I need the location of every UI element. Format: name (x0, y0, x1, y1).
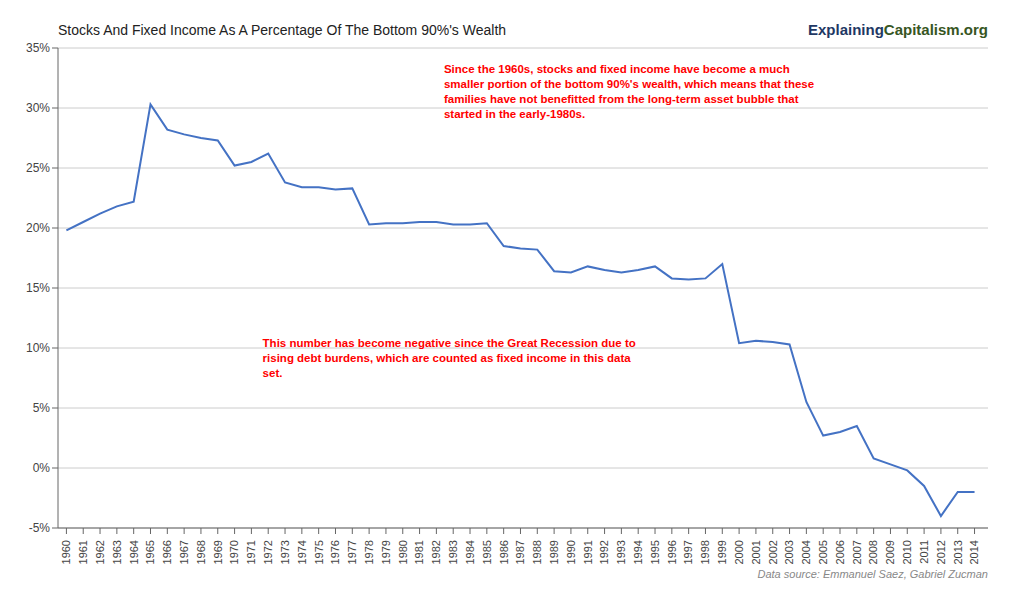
svg-text:2006: 2006 (834, 540, 846, 564)
svg-text:1986: 1986 (498, 540, 510, 564)
svg-text:1979: 1979 (380, 540, 392, 564)
svg-text:2005: 2005 (817, 540, 829, 564)
svg-text:1963: 1963 (111, 540, 123, 564)
svg-text:1992: 1992 (598, 540, 610, 564)
svg-text:25%: 25% (26, 161, 50, 175)
svg-text:1971: 1971 (245, 540, 257, 564)
svg-text:1987: 1987 (514, 540, 526, 564)
html-text:Explaining Capitalism.org: Explaining Capitalism.org (808, 21, 988, 38)
svg-text:15%: 15% (26, 281, 50, 295)
svg-text:1967: 1967 (178, 540, 190, 564)
svg-text:1970: 1970 (228, 540, 240, 564)
svg-text:1995: 1995 (649, 540, 661, 564)
svg-text:2003: 2003 (783, 540, 795, 564)
svg-text:20%: 20% (26, 221, 50, 235)
svg-text:1997: 1997 (683, 540, 695, 564)
svg-text:2001: 2001 (750, 540, 762, 564)
svg-text:2004: 2004 (800, 540, 812, 564)
svg-text:5%: 5% (33, 401, 51, 415)
svg-text:1990: 1990 (565, 540, 577, 564)
svg-text:2011: 2011 (918, 540, 930, 564)
svg-text:1968: 1968 (195, 540, 207, 564)
svg-text:10%: 10% (26, 341, 50, 355)
svg-text:1972: 1972 (262, 540, 274, 564)
html-text:Stocks And Fixed Income As A P: Stocks And Fixed Income As A Percentage … (58, 22, 507, 38)
svg-text:1984: 1984 (464, 540, 476, 564)
html-text:This number has become negativ: This number has become negative since th… (262, 337, 636, 379)
svg-text:1976: 1976 (329, 540, 341, 564)
svg-text:1962: 1962 (94, 540, 106, 564)
svg-text:1988: 1988 (531, 540, 543, 564)
svg-text:1982: 1982 (430, 540, 442, 564)
svg-text:1985: 1985 (481, 540, 493, 564)
html-text:Since the 1960s, stocks and fi: Since the 1960s, stocks and fixed income… (443, 63, 815, 121)
svg-text:1969: 1969 (212, 540, 224, 564)
svg-text:1980: 1980 (397, 540, 409, 564)
svg-text:1960: 1960 (60, 540, 72, 564)
svg-text:1991: 1991 (582, 540, 594, 564)
svg-text:1965: 1965 (144, 540, 156, 564)
svg-text:1983: 1983 (447, 540, 459, 564)
svg-text:2010: 2010 (901, 540, 913, 564)
html-text:Data source: Emmanuel Saez, Ga: Data source: Emmanuel Saez, Gabriel Zucm… (757, 568, 988, 580)
svg-text:0%: 0% (33, 461, 51, 475)
svg-text:30%: 30% (26, 101, 50, 115)
svg-text:1964: 1964 (128, 540, 140, 564)
svg-text:35%: 35% (26, 41, 50, 55)
svg-text:1996: 1996 (666, 540, 678, 564)
svg-text:1989: 1989 (548, 540, 560, 564)
svg-text:2014: 2014 (968, 540, 980, 564)
svg-text:2009: 2009 (884, 540, 896, 564)
svg-text:1999: 1999 (716, 540, 728, 564)
svg-text:2013: 2013 (952, 540, 964, 564)
svg-text:2002: 2002 (767, 540, 779, 564)
svg-text:1961: 1961 (77, 540, 89, 564)
svg-text:1975: 1975 (313, 540, 325, 564)
svg-text:2007: 2007 (851, 540, 863, 564)
svg-text:1994: 1994 (632, 540, 644, 564)
svg-text:1981: 1981 (413, 540, 425, 564)
svg-text:1993: 1993 (615, 540, 627, 564)
svg-text:-5%: -5% (29, 521, 51, 535)
svg-text:1977: 1977 (346, 540, 358, 564)
svg-text:2000: 2000 (733, 540, 745, 564)
svg-text:1974: 1974 (296, 540, 308, 564)
svg-text:2008: 2008 (867, 540, 879, 564)
svg-text:1978: 1978 (363, 540, 375, 564)
svg-text:1973: 1973 (279, 540, 291, 564)
svg-text:1998: 1998 (699, 540, 711, 564)
svg-text:1966: 1966 (161, 540, 173, 564)
svg-text:2012: 2012 (935, 540, 947, 564)
